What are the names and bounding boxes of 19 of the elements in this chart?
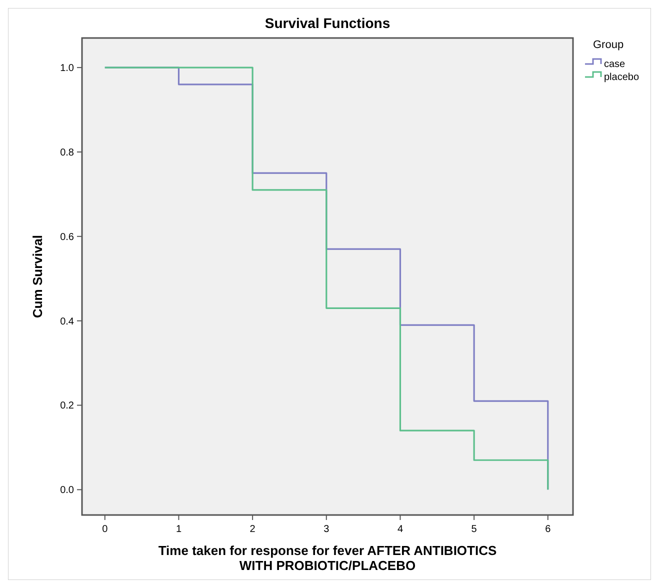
x-tick-label: 6 [545,524,552,535]
y-tick-label: 0.8 [60,147,74,158]
x-tick-label: 4 [397,524,404,535]
x-tick-label: 3 [324,524,330,535]
y-tick-label: 0.4 [60,316,74,328]
x-tick-label: 1 [176,524,182,535]
x-tick-label: 5 [471,524,478,535]
x-tick-label: 0 [102,524,108,535]
legend-label: case [604,59,626,70]
x-axis-title: Time taken for response for fever AFTER ANTIBIOTICS WITH PROBIOTIC/PLACEBO [158,543,497,573]
y-axis-title: Cum Survival [30,234,45,318]
legend-label: placebo [604,72,640,83]
legend-title: Group [593,39,624,51]
y-tick-label: 0.2 [60,400,74,412]
y-tick-label: 0.6 [60,232,74,243]
y-tick-label: 0.0 [60,485,74,496]
x-tick-label: 2 [250,524,256,535]
y-tick-label: 1.0 [60,63,74,74]
chart-title: Survival Functions [264,15,390,31]
